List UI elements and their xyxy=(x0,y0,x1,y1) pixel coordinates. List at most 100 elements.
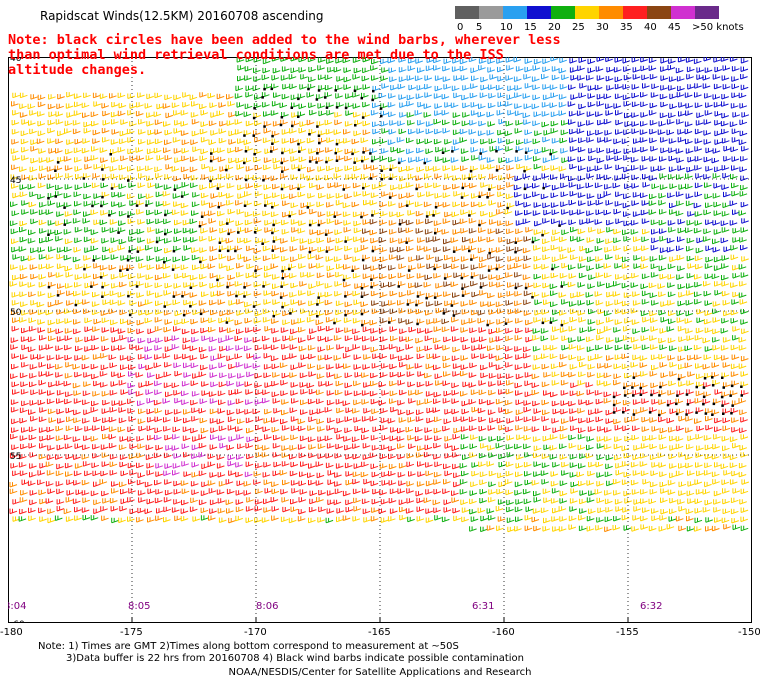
contamination-dot xyxy=(289,312,292,315)
wind-barb xyxy=(586,417,595,424)
wind-barb xyxy=(648,209,657,215)
wind-barb xyxy=(127,319,135,326)
wind-barb xyxy=(417,461,425,467)
wind-barb xyxy=(685,328,693,334)
wind-barb xyxy=(740,371,749,377)
wind-barb xyxy=(325,462,334,469)
wind-barb xyxy=(370,516,379,522)
wind-barb xyxy=(129,281,137,288)
wind-barb xyxy=(425,301,434,307)
wind-barb xyxy=(687,263,696,269)
wind-barb xyxy=(209,508,217,514)
wind-barb xyxy=(631,183,640,189)
wind-barb xyxy=(297,425,306,432)
contamination-dot xyxy=(318,141,321,145)
wind-barb xyxy=(650,317,658,323)
wind-barb xyxy=(649,489,658,495)
wind-barb xyxy=(642,317,650,323)
wind-barb xyxy=(111,371,119,378)
wind-barb xyxy=(559,254,568,260)
contamination-dot xyxy=(272,240,276,243)
wind-barb xyxy=(642,182,651,188)
wind-barb xyxy=(207,461,216,468)
wind-barb xyxy=(28,229,36,236)
wind-barb xyxy=(144,299,153,305)
wind-barb xyxy=(687,371,695,377)
wind-barb xyxy=(606,67,615,73)
wind-barb xyxy=(217,498,226,504)
wind-barb xyxy=(120,119,128,125)
wind-barb xyxy=(180,508,189,514)
wind-barb xyxy=(126,128,135,135)
wind-barb xyxy=(621,173,630,180)
contamination-dot xyxy=(173,188,177,191)
wind-barb xyxy=(399,112,407,118)
wind-barb xyxy=(460,327,469,333)
contamination-dot xyxy=(558,224,561,227)
wind-barb xyxy=(254,399,263,405)
wind-barb xyxy=(234,335,243,342)
wind-barb xyxy=(676,255,685,261)
wind-barb xyxy=(318,381,326,387)
wind-barb xyxy=(263,290,272,296)
wind-barb xyxy=(470,83,478,89)
wind-barb xyxy=(424,75,433,81)
wind-barb xyxy=(568,111,577,117)
wind-barb xyxy=(470,309,479,316)
wind-barb xyxy=(729,454,738,461)
wind-barb xyxy=(721,101,729,107)
wind-barb xyxy=(99,219,108,226)
lat-label: 40 xyxy=(10,57,22,64)
wind-barb xyxy=(578,165,586,172)
wind-barb xyxy=(191,210,199,216)
wind-barb xyxy=(370,346,379,353)
wind-barb xyxy=(687,355,695,361)
wind-barb xyxy=(182,353,190,360)
wind-barb xyxy=(506,246,515,252)
wind-barb xyxy=(603,381,612,387)
wind-barb xyxy=(45,498,54,504)
wind-barb xyxy=(514,156,523,163)
wind-barb xyxy=(127,426,135,433)
wind-barb xyxy=(425,470,434,477)
wind-barb xyxy=(174,228,182,234)
wind-barb xyxy=(550,481,559,487)
legend-swatch xyxy=(551,6,575,19)
wind-barb xyxy=(694,418,702,424)
wind-barb xyxy=(37,319,46,325)
wind-barb xyxy=(587,283,596,290)
contamination-dot xyxy=(200,215,204,218)
wind-barb xyxy=(641,290,650,297)
wind-barb xyxy=(524,471,532,477)
wind-barb xyxy=(658,200,666,206)
contamination-dot xyxy=(271,142,274,145)
wind-barb xyxy=(686,255,695,262)
wind-barb xyxy=(370,399,379,405)
wind-barb xyxy=(406,461,415,468)
wind-barb xyxy=(496,110,505,116)
wind-barb xyxy=(470,102,479,108)
wind-barb xyxy=(146,255,155,262)
wind-barb xyxy=(712,328,720,335)
wind-barb xyxy=(703,119,712,125)
wind-barb xyxy=(497,76,505,82)
wind-barb xyxy=(543,372,551,378)
wind-barb xyxy=(460,434,469,440)
wind-barb xyxy=(522,93,531,99)
wind-barb xyxy=(10,434,18,440)
wind-barb xyxy=(459,479,468,485)
wind-barb xyxy=(686,516,694,522)
wind-barb xyxy=(640,112,649,118)
wind-barb xyxy=(559,236,567,243)
wind-barb xyxy=(207,263,216,270)
wind-barb xyxy=(11,183,19,189)
wind-barb xyxy=(523,103,532,110)
wind-barb xyxy=(261,445,270,451)
legend-label: 25 xyxy=(572,22,585,33)
wind-barb xyxy=(290,480,299,486)
wind-barb xyxy=(308,517,316,524)
contamination-dot xyxy=(631,386,634,389)
wind-barb xyxy=(576,209,585,215)
wind-barb xyxy=(406,364,415,370)
